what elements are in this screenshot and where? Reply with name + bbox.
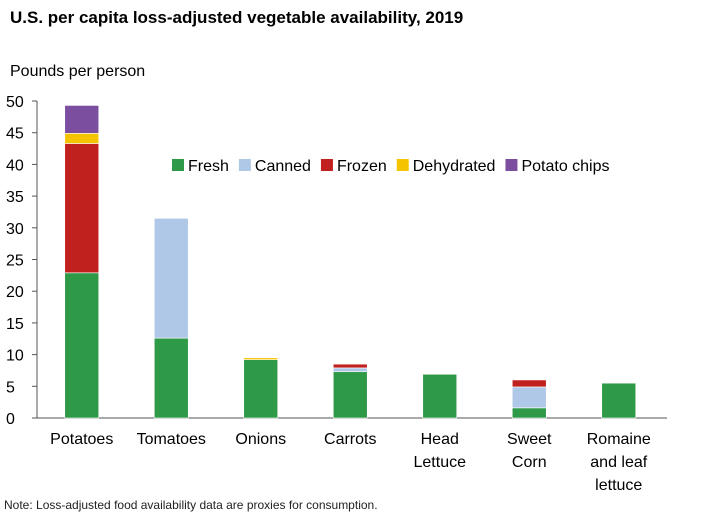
y-axis: 0 5 10 15 20 25 30 35 40 45 50 bbox=[6, 94, 667, 428]
legend-label: Potato chips bbox=[521, 158, 609, 175]
legend-swatch bbox=[238, 159, 251, 171]
legend-label: Fresh bbox=[188, 158, 229, 175]
y-tick-label: 40 bbox=[6, 157, 24, 174]
bar-segment-fresh bbox=[64, 272, 100, 419]
y-tick-label: 50 bbox=[6, 94, 24, 111]
bar-segment-fresh bbox=[332, 371, 368, 419]
y-tick-label: 25 bbox=[6, 253, 24, 270]
bar-segment-fresh bbox=[422, 373, 458, 419]
bar-segment-dehydrated bbox=[243, 357, 279, 360]
x-tick-label: Lettuce bbox=[414, 454, 467, 471]
bar-segment-dehydrated bbox=[64, 133, 100, 144]
y-tick-label: 45 bbox=[6, 126, 24, 143]
bar-segment-fresh bbox=[601, 382, 637, 419]
chart-note: Note: Loss-adjusted food availability da… bbox=[4, 498, 378, 512]
legend: Fresh Canned Frozen Dehydrated Potato chips bbox=[172, 158, 610, 175]
x-tick-label: Head bbox=[421, 431, 459, 448]
x-tick-label: and leaf bbox=[590, 454, 647, 471]
bar-segment-frozen bbox=[511, 379, 547, 388]
x-tick-label: Romaine bbox=[587, 431, 651, 448]
legend-swatch bbox=[172, 159, 184, 171]
legend-swatch bbox=[505, 159, 518, 171]
x-tick-label: Tomatoes bbox=[137, 431, 206, 448]
legend-label: Frozen bbox=[337, 158, 387, 175]
legend-label: Canned bbox=[255, 158, 311, 175]
bar-segment-canned bbox=[332, 367, 368, 373]
x-axis-labels: Potatoes Tomatoes Onions Carrots Head Lettuce… bbox=[50, 431, 651, 494]
legend-label: Dehydrated bbox=[413, 158, 496, 175]
bar-segment-canned bbox=[153, 217, 189, 339]
y-tick-label: 10 bbox=[6, 348, 24, 365]
x-tick-label: Potatoes bbox=[50, 431, 113, 448]
bar-segment-fresh bbox=[153, 337, 189, 419]
bar-segment-fresh bbox=[511, 407, 547, 419]
y-tick-label: 0 bbox=[6, 411, 15, 428]
chart-title: U.S. per capita loss-adjusted vegetable … bbox=[10, 8, 464, 27]
bar-segment-fresh bbox=[243, 359, 279, 419]
bar-segment-canned bbox=[511, 386, 547, 409]
y-tick-label: 35 bbox=[6, 189, 24, 206]
x-tick-label: Onions bbox=[235, 431, 286, 448]
x-tick-label: Carrots bbox=[324, 431, 376, 448]
legend-swatch bbox=[320, 159, 333, 171]
bars bbox=[64, 105, 637, 419]
y-tick-label: 30 bbox=[6, 221, 24, 238]
y-tick-label: 15 bbox=[6, 316, 24, 333]
x-tick-label: Corn bbox=[512, 454, 547, 471]
y-tick-label: 5 bbox=[6, 379, 15, 396]
legend-swatch bbox=[396, 159, 409, 171]
y-axis-label: Pounds per person bbox=[10, 63, 146, 80]
y-tick-label: 20 bbox=[6, 284, 24, 301]
bar-segment-potato-chips bbox=[64, 105, 100, 134]
x-tick-label: Sweet bbox=[507, 431, 552, 448]
x-tick-label: lettuce bbox=[595, 477, 642, 494]
bar-segment-frozen bbox=[64, 143, 100, 274]
bar-segment-frozen bbox=[332, 363, 368, 369]
